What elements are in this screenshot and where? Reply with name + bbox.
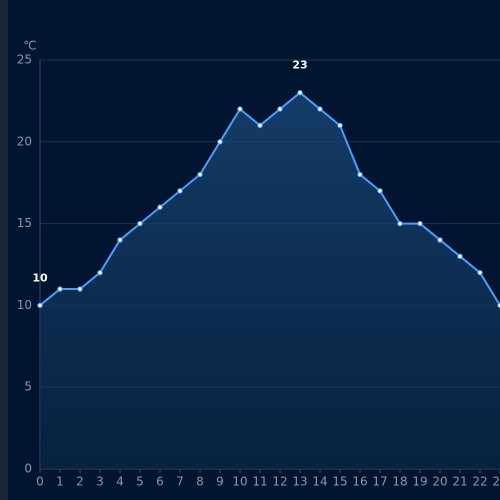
x-tick-label: 6 [156,475,164,489]
point [417,220,423,227]
point [157,204,163,210]
x-tick-label: 14 [312,475,327,489]
x-tick-label: 15 [332,475,347,489]
y-tick-label: 15 [17,216,32,230]
x-tick-label: 18 [392,475,407,489]
side-strip [0,0,8,500]
value-label: 10 [32,271,48,284]
y-tick-label: 20 [17,134,32,148]
point [137,220,143,227]
y-unit: ℃ [23,39,36,53]
y-tick-label: 10 [17,298,32,312]
x-tick-label: 21 [452,475,467,489]
x-tick-label: 1 [56,475,64,489]
point [457,253,463,260]
point [57,286,63,292]
value-label: 23 [292,59,307,72]
point [217,139,223,145]
y-tick-label: 0 [24,462,32,476]
area [40,92,500,469]
x-tick-label: 23 [492,475,500,489]
x-tick-label: 17 [372,475,387,489]
x-tick-label: 13 [292,475,307,489]
point [357,171,363,178]
x-tick-label: 5 [136,475,144,489]
point [437,237,443,243]
x-tick-label: 12 [272,475,287,489]
x-tick-label: 4 [116,475,124,489]
point [177,188,183,194]
point [397,220,403,227]
point [337,122,343,129]
x-tick-label: 19 [412,475,427,489]
point [317,106,323,112]
point [297,90,303,96]
x-tick-label: 0 [36,475,44,489]
point [37,302,43,309]
x-tick-label: 2 [76,475,84,489]
x-tick-label: 16 [352,475,367,489]
point [117,237,123,243]
point [477,269,483,276]
point [77,286,83,292]
point [97,269,103,276]
line [39,91,500,307]
point [377,188,383,194]
x-tick-label: 8 [196,475,204,489]
point [257,122,263,129]
x-tick-label: 10 [232,475,247,489]
y-tick-label: 25 [17,53,32,67]
x-tick-label: 11 [252,475,267,489]
x-tick-label: 3 [96,475,104,489]
x-tick-label: 9 [216,475,224,489]
x-tick-label: 20 [432,475,447,489]
x-tick-label: 7 [176,475,184,489]
point [277,106,283,112]
y-tick-label: 5 [24,380,32,394]
x-tick-label: 22 [472,475,487,489]
point [237,106,243,112]
point [197,171,203,178]
